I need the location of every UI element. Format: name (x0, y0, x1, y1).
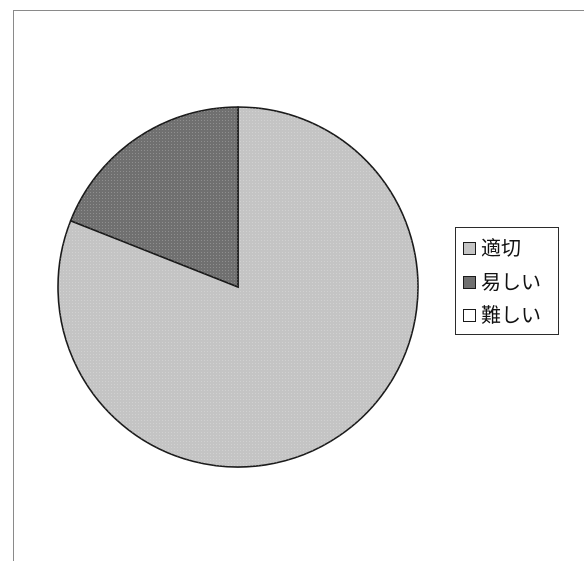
legend-swatch-easy (463, 275, 476, 289)
legend-item-difficult: 難しい (463, 301, 541, 329)
pie-slices (57, 106, 419, 468)
legend-swatch-difficult (463, 308, 476, 322)
legend-item-appropriate: 適切 (463, 234, 521, 262)
pie-slice-easy-texture (70, 107, 238, 287)
legend-item-easy: 易しい (463, 268, 541, 296)
legend-label-appropriate: 適切 (481, 236, 521, 260)
legend: 適切 易しい 難しい (455, 227, 559, 335)
chart-area (13, 10, 584, 561)
legend-swatch-appropriate (463, 241, 476, 255)
legend-label-easy: 易しい (481, 270, 541, 294)
legend-label-difficult: 難しい (481, 303, 541, 327)
